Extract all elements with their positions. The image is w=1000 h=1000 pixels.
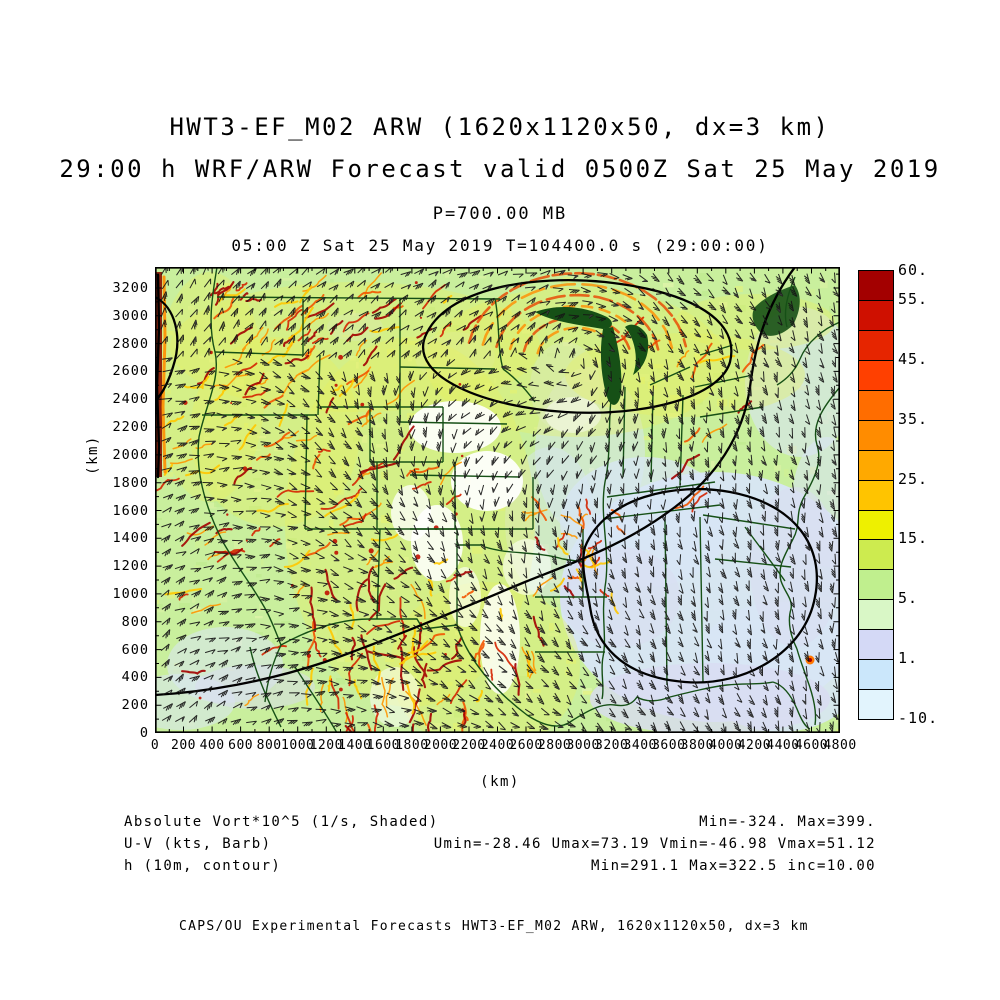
legend-barb-field: U-V (kts, Barb) (124, 836, 272, 852)
y-tick-label: 3000 (112, 307, 149, 324)
legend-contour-field: h (10m, contour) (124, 858, 282, 874)
y-tick-label: 600 (121, 641, 149, 658)
colorbar-cell (859, 659, 893, 690)
y-tick-label: 800 (121, 613, 149, 630)
y-tick-label: 200 (121, 697, 149, 714)
map-frame-ticks (155, 267, 840, 733)
y-tick-label: 2000 (112, 446, 149, 463)
x-tick-label: 1400 (338, 738, 372, 753)
x-tick-label: 4200 (737, 738, 772, 753)
x-tick-label: 3200 (595, 738, 629, 753)
x-tick-label: 200 (171, 738, 197, 753)
x-tick-label: 4400 (766, 738, 800, 753)
colorbar-tick-label: 15. (898, 529, 929, 548)
colorbar-cell (859, 479, 893, 510)
legend-shaded-stats: Min=-324. Max=399. (699, 814, 876, 830)
x-tick-label: 4000 (709, 738, 743, 753)
x-tick-label: 1600 (366, 738, 400, 753)
title-model: HWT3-EF_M02 ARW (1620x1120x50, dx=3 km) (169, 113, 831, 141)
x-tick-label: 2800 (537, 738, 572, 753)
colorbar-tick-label: 60. (898, 260, 929, 279)
wind-barbs (160, 267, 840, 733)
colorbar-tick-label: 5. (898, 589, 919, 608)
colorbar-cell (859, 419, 893, 450)
colorbar-tick-label: 55. (898, 290, 929, 309)
y-tick-label: 2400 (112, 391, 149, 408)
x-tick-label: 1200 (309, 738, 343, 753)
y-tick-label: 400 (121, 669, 149, 686)
colorbar-cell (859, 569, 893, 600)
forecast-map-canvas (155, 267, 840, 733)
x-tick-label: 800 (256, 738, 282, 753)
y-tick-label: 2800 (112, 335, 149, 352)
legend-shaded-field: Absolute Vort*10^5 (1/s, Shaded) (124, 814, 439, 830)
colorbar-cell (859, 599, 893, 630)
y-tick-label: 1400 (112, 530, 149, 547)
y-tick-label: 1600 (112, 502, 149, 519)
map-layers (155, 267, 840, 733)
y-tick-label: 1000 (112, 585, 149, 602)
legend-contour-stats: Min=291.1 Max=322.5 inc=10.00 (590, 858, 876, 874)
x-tick-label: 2000 (423, 738, 458, 753)
x-tick-label: 1800 (395, 738, 429, 753)
colorbar-cell (859, 509, 893, 540)
colorbar-cell (859, 271, 893, 300)
x-tick-label: 4600 (794, 738, 829, 753)
colorbar-cell (859, 329, 893, 360)
colorbar-cell (859, 449, 893, 480)
y-axis-tick-labels: 3200 3000 2800 2600 2400 2200 2000 1800 1600 1400… (69, 0, 149, 1000)
colorbar-tick-label: 45. (898, 350, 929, 369)
colorbar-tick-label: 25. (898, 469, 929, 488)
x-tick-label: 4800 (823, 738, 857, 753)
y-tick-label: 1800 (112, 474, 149, 491)
colorbar-cell (859, 539, 893, 570)
y-tick-label: 2600 (112, 363, 149, 380)
pressure-level-label: P=700.00 MB (432, 204, 568, 224)
colorbar-cell (859, 629, 893, 660)
x-tick-label: 1000 (281, 738, 315, 753)
colorbar-cell (859, 389, 893, 420)
shading-blobs (155, 272, 840, 733)
datetime-label: 05:00 Z Sat 25 May 2019 T=104400.0 s (29… (231, 236, 769, 255)
colorbar-tick-label: 1. (898, 648, 919, 667)
title-valid-time: 29:00 h WRF/ARW Forecast valid 0500Z Sat… (59, 155, 941, 183)
forecast-map-svg (155, 267, 840, 733)
x-tick-label: 400 (199, 738, 225, 753)
x-tick-label: 0 (150, 738, 160, 753)
colorbar (858, 270, 894, 720)
colorbar-cell (859, 689, 893, 720)
y-tick-label: 0 (139, 725, 149, 741)
colorbar-tick-label: -10. (898, 708, 939, 727)
state-borders (197, 267, 840, 733)
y-tick-label: 3200 (112, 280, 149, 296)
x-tick-label: 3000 (566, 738, 600, 753)
y-tick-label: 2200 (112, 419, 149, 436)
x-tick-label: 3600 (652, 738, 686, 753)
legend-barb-stats: Umin=-28.46 Umax=73.19 Vmin=-46.98 Vmax=… (433, 836, 876, 852)
colorbar-cell (859, 359, 893, 390)
x-tick-label: 2400 (480, 738, 515, 753)
x-tick-label: 2600 (509, 738, 543, 753)
colorbar-cell (859, 299, 893, 330)
y-tick-label: 1200 (112, 558, 149, 575)
x-axis-unit-label: (km) (480, 774, 520, 790)
x-tick-label: 3400 (623, 738, 657, 753)
x-tick-label: 3800 (680, 738, 714, 753)
x-tick-label: 600 (228, 738, 254, 753)
x-tick-label: 2200 (452, 738, 486, 753)
colorbar-tick-label: 35. (898, 409, 929, 428)
credit-line: CAPS/OU Experimental Forecasts HWT3-EF_M… (179, 919, 809, 934)
